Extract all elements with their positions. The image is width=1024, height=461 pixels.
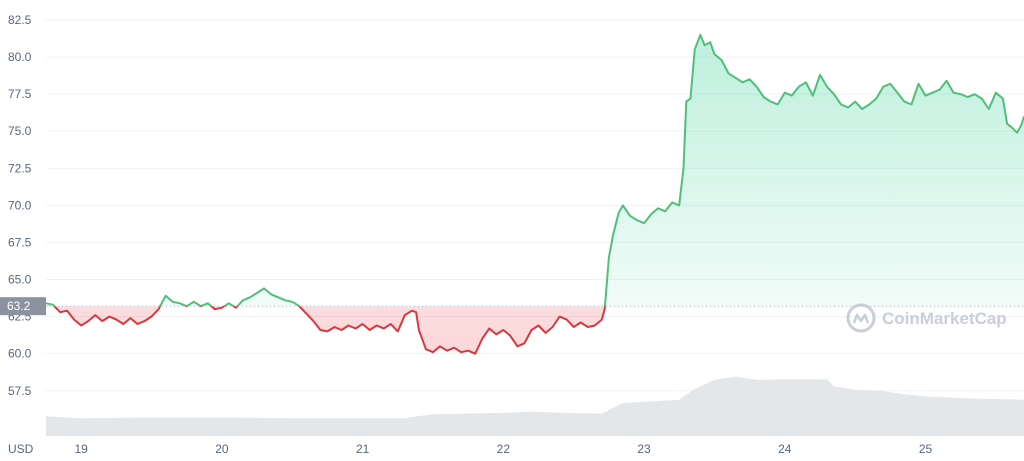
y-axis: 82.580.077.575.072.570.067.565.062.560.0… <box>8 13 32 398</box>
y-tick-label: 67.5 <box>8 235 32 249</box>
coinmarketcap-logo-icon <box>846 303 876 333</box>
y-tick-label: 65.0 <box>8 273 32 287</box>
x-tick-label: 19 <box>75 442 89 456</box>
y-tick-label: 70.0 <box>8 198 32 212</box>
watermark: CoinMarketCap <box>846 303 1007 333</box>
x-tick-label: 20 <box>215 442 229 456</box>
y-tick-label: 75.0 <box>8 124 32 138</box>
x-tick-label: 21 <box>356 442 370 456</box>
baseline-tag-label: 63.2 <box>7 299 31 313</box>
x-tick-label: 22 <box>497 442 511 456</box>
y-tick-label: 80.0 <box>8 50 32 64</box>
x-tick-label: 24 <box>778 442 792 456</box>
x-tick-label: 23 <box>637 442 651 456</box>
x-tick-label: 25 <box>919 442 933 456</box>
y-tick-label: 72.5 <box>8 161 32 175</box>
price-line-up <box>45 33 1024 307</box>
y-tick-label: 77.5 <box>8 87 32 101</box>
watermark-text: CoinMarketCap <box>882 309 1007 328</box>
baseline-tag-bg <box>0 297 46 316</box>
x-axis: 19 20 21 22 23 24 25 <box>75 442 933 456</box>
y-tick-label: 60.0 <box>8 347 32 361</box>
y-tick-label: 82.5 <box>8 13 32 27</box>
currency-label: USD <box>8 442 34 456</box>
y-tick-label: 57.5 <box>8 384 32 398</box>
baseline-price-tag: 63.2 <box>0 297 46 316</box>
price-line-down <box>53 306 606 355</box>
volume-area <box>46 376 1024 436</box>
